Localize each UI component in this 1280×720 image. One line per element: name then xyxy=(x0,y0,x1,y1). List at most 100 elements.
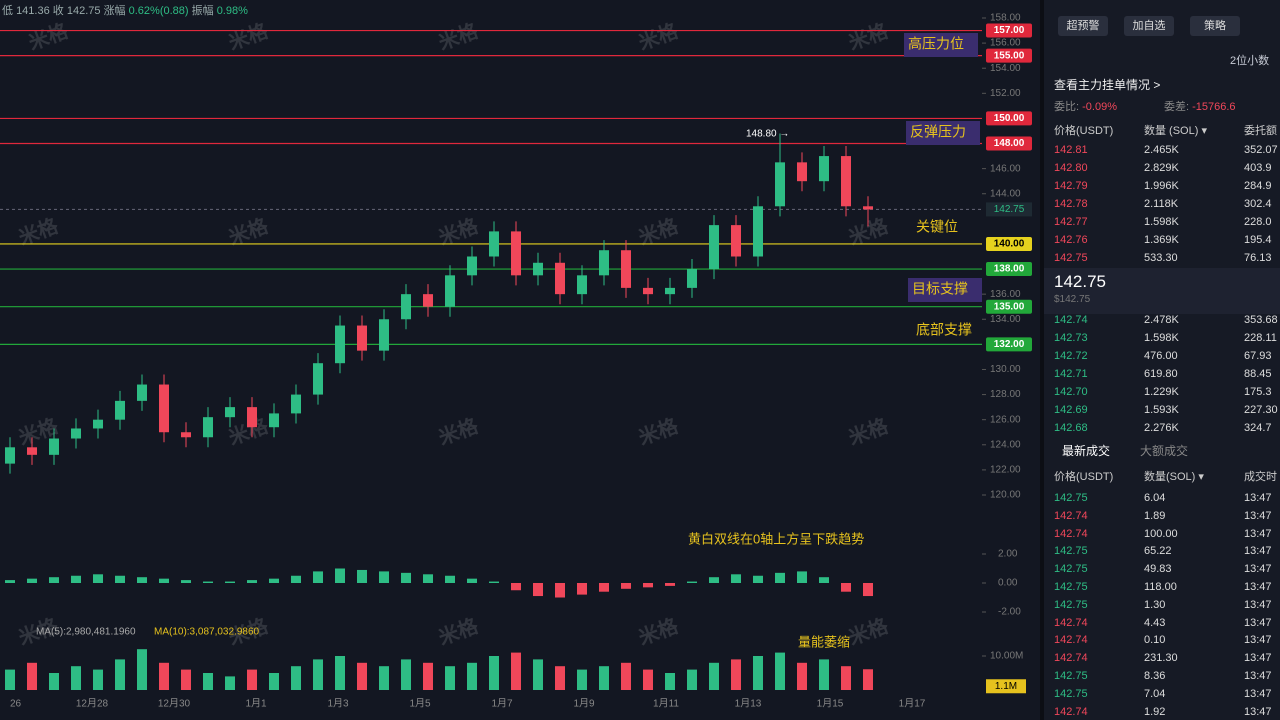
candle-body xyxy=(709,225,719,270)
diff: 委差: -15766.6 xyxy=(1164,98,1236,114)
macd-bar xyxy=(93,574,103,583)
volume-bar xyxy=(489,656,499,690)
volume-bar xyxy=(181,669,191,690)
volume-bar xyxy=(423,662,433,690)
button[interactable]: 策略 xyxy=(1190,16,1240,36)
cell: 13:47 xyxy=(1244,545,1272,558)
cell: 142.78 xyxy=(1054,198,1088,210)
cell: 142.75 xyxy=(1054,492,1088,504)
annotation: 反弹压力 xyxy=(910,124,966,140)
trade-row: 142.74 1.89 13:47 xyxy=(1054,507,1280,525)
cell: 2.465K xyxy=(1144,144,1179,156)
candle-body xyxy=(731,225,741,257)
ask-row: 142.79 1.996K 284.9 xyxy=(1054,177,1280,195)
x-tick-label: 1月7 xyxy=(491,698,513,710)
x-tick-label: 1月17 xyxy=(899,698,926,710)
volume-bar xyxy=(797,662,807,690)
annotation-box xyxy=(908,278,982,302)
cell: 数量 (SOL) ▾ xyxy=(1144,125,1207,137)
trade-row: 142.74 4.43 13:47 xyxy=(1054,614,1280,632)
trade-row: 142.75 1.30 13:47 xyxy=(1054,596,1280,614)
cell: 13:47 xyxy=(1244,492,1272,504)
x-tick-label: 12月30 xyxy=(158,698,191,710)
value: 0.98% xyxy=(216,5,248,17)
value: 141.36 xyxy=(16,5,50,17)
x-tick-label: 26 xyxy=(10,699,22,710)
macd-bar xyxy=(709,577,719,583)
volume-bar xyxy=(577,669,587,690)
cell: 142.72 xyxy=(1054,350,1088,362)
high-note: 148.80 → xyxy=(746,129,789,140)
macd-bar xyxy=(115,575,125,583)
macd-bar xyxy=(71,575,81,583)
annotation: 底部支撑 xyxy=(916,322,972,338)
macd-bar xyxy=(203,581,213,583)
level-label: 155.00 xyxy=(994,50,1025,61)
cell: 委托额 xyxy=(1244,125,1277,137)
value: 0.62%(0.88) xyxy=(128,5,189,17)
button[interactable]: 超预警 xyxy=(1058,16,1108,36)
link[interactable]: 查看主力挂单情况 > xyxy=(1054,78,1161,92)
mid-price: 142.75 xyxy=(1054,272,1106,291)
macd-bar xyxy=(489,581,499,583)
volume-bar xyxy=(27,662,37,690)
y-tick-label: 126.00 xyxy=(990,414,1021,425)
ask-row: 142.76 1.369K 195.4 xyxy=(1054,231,1280,249)
cell: 142.74 xyxy=(1054,527,1088,540)
candle-body xyxy=(643,287,653,295)
cell: 142.75 xyxy=(1054,252,1088,264)
macd-bar xyxy=(599,583,609,592)
annotation: 目标支撑 xyxy=(912,281,968,297)
cell: 2.478K xyxy=(1144,314,1179,326)
cell: 142.77 xyxy=(1054,216,1088,228)
volume-bar xyxy=(379,666,389,690)
volume-bar xyxy=(841,666,851,690)
x-tick-label: 12月28 xyxy=(76,698,109,710)
candle-body xyxy=(797,162,807,182)
ask-row: 142.75 533.30 76.13 xyxy=(1054,249,1280,267)
x-tick-label: 1月9 xyxy=(573,698,595,710)
ask-row: 142.77 1.598K 228.0 xyxy=(1054,213,1280,231)
macd-bar xyxy=(159,578,169,583)
button[interactable]: 加自选 xyxy=(1124,16,1174,36)
macd-bar xyxy=(643,583,653,588)
cell: 142.75 xyxy=(1054,670,1088,682)
cell: 76.13 xyxy=(1244,252,1272,264)
annotation-box xyxy=(906,121,980,145)
trade-row: 142.75 7.04 13:47 xyxy=(1054,685,1280,703)
macd-bar xyxy=(621,583,631,589)
volume-bar xyxy=(687,669,697,690)
level-label: 150.00 xyxy=(994,113,1025,124)
cell: 1.598K xyxy=(1144,216,1179,228)
volume-bar xyxy=(93,669,103,690)
mid-box: 142.75 $142.75 xyxy=(1044,268,1280,314)
candle-body xyxy=(269,413,279,428)
tab[interactable]: 最新成交 xyxy=(1062,444,1111,458)
cell: 6.04 xyxy=(1144,492,1166,504)
cell: 价格(USDT) xyxy=(1054,125,1114,137)
cell: 142.74 xyxy=(1054,616,1088,629)
volume-bar xyxy=(775,652,785,690)
cell: 价格(USDT) xyxy=(1054,471,1114,483)
y-tick-label: 120.00 xyxy=(990,490,1021,501)
volume-last-label: 1.1M xyxy=(995,681,1017,692)
cell: 195.4 xyxy=(1244,234,1272,246)
cell: 284.9 xyxy=(1244,180,1272,192)
volume-bar xyxy=(335,656,345,690)
tab[interactable]: 大额成交 xyxy=(1140,444,1189,458)
level-box xyxy=(986,48,1032,63)
volume-bar xyxy=(225,676,235,690)
level-label: 148.00 xyxy=(994,138,1025,149)
macd-bar xyxy=(181,580,191,583)
annotation: 关键位 xyxy=(916,219,958,235)
y-tick-label: 128.00 xyxy=(990,389,1021,400)
volume-bar xyxy=(863,669,873,690)
macd-bar xyxy=(137,577,147,583)
volume-bar xyxy=(643,669,653,690)
decimals[interactable]: 2位小数 xyxy=(1230,55,1270,67)
cell: 0.10 xyxy=(1144,634,1166,647)
mid-usd: $142.75 xyxy=(1054,294,1091,305)
y-tick-label: 134.00 xyxy=(990,314,1021,325)
value: 142.75 xyxy=(66,5,101,17)
